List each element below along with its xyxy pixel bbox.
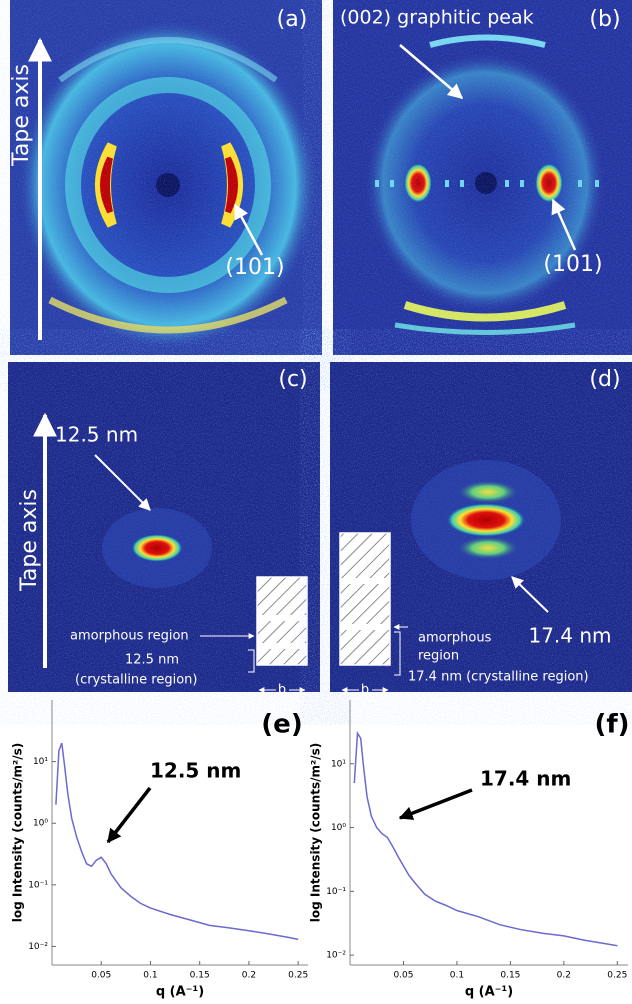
noise — [333, 0, 632, 355]
panel-label: (d) — [589, 367, 620, 392]
panel-label: (e) — [261, 710, 302, 740]
amorphous-label-2: region — [418, 649, 459, 664]
panel-label: (a) — [277, 7, 308, 32]
panel-label: (b) — [589, 7, 620, 32]
y-tick-label: 10⁻¹ — [28, 880, 48, 890]
y-axis-label: log Intensity (counts/m²/s) — [309, 743, 323, 923]
axis-label: Tape axis — [9, 64, 34, 167]
x-tick-label: 0.05 — [91, 971, 111, 981]
x-axis-label: q (A⁻¹) — [465, 985, 513, 1000]
arrow — [400, 790, 472, 818]
y-tick-label: 10⁻² — [326, 951, 346, 961]
spacing-label: 17.4 nm — [528, 624, 611, 648]
axis-label: Tape axis — [17, 489, 42, 592]
hot-spot — [446, 503, 526, 537]
x-tick-label: 0.15 — [500, 971, 520, 981]
width-label: b — [278, 683, 286, 698]
crystal-size: 12.5 nm — [125, 653, 179, 668]
x-tick-label: 0.1 — [143, 971, 157, 981]
y-tick-label: 10¹ — [331, 759, 346, 769]
line-chart: 10⁻² 10⁻¹ 10⁰ 10¹ 0.05 0.1 0.15 0.2 0.25 q (A⁻¹) l… — [309, 700, 629, 1000]
amorphous-band — [257, 643, 307, 649]
x-tick-label: 0.2 — [242, 971, 256, 981]
amorphous-label-1: amorphous — [418, 631, 492, 646]
amorphous-label: amorphous region — [70, 629, 189, 644]
panel-b: (b) (002) graphitic peak (101) — [333, 0, 632, 355]
lobe-top — [456, 480, 520, 504]
panel-d: (d) 17.4 nm amorphous region 17.4 nm (cr… — [330, 362, 632, 698]
peak-label: (101) — [225, 255, 284, 280]
y-tick-label: 10⁻² — [28, 942, 48, 952]
hot-spot — [131, 534, 183, 562]
top-label: (002) graphitic peak — [340, 7, 534, 29]
y-tick-label: 10⁰ — [33, 819, 48, 829]
annotation: 12.5 nm — [150, 759, 241, 783]
y-tick-label: 10⁰ — [331, 823, 346, 833]
x-tick-label: 0.15 — [190, 971, 210, 981]
x-tick-label: 0.05 — [393, 971, 413, 981]
y-axis-label: log Intensity (counts/m²/s) — [11, 743, 25, 923]
panel-label: (c) — [278, 367, 307, 392]
panel-a: Tape axis (a) (101) — [9, 0, 322, 355]
width-label: b — [361, 683, 369, 698]
crystal-label: 17.4 nm (crystalline region) — [408, 670, 589, 685]
y-tick-label: 10⁻¹ — [326, 887, 346, 897]
amorphous-band — [340, 624, 390, 630]
x-tick-label: 0.2 — [557, 971, 571, 981]
y-tick-label: 10¹ — [33, 757, 48, 767]
schematic — [340, 533, 390, 665]
x-tick-label: 0.1 — [450, 971, 464, 981]
panel-label: (f) — [594, 710, 629, 740]
x-axis-label: q (A⁻¹) — [156, 985, 204, 1000]
panel-f: (f) 17.4 nm — [400, 710, 630, 819]
figure: Tape axis (a) (101) (b) (002) graphitic … — [0, 0, 632, 1004]
peak-label: (101) — [543, 252, 602, 277]
x-tick-label: 0.25 — [607, 971, 627, 981]
data-line — [354, 733, 617, 946]
panel-e: (e) 12.5 nm — [108, 710, 303, 843]
amorphous-band — [257, 615, 307, 621]
panel-c: (c) Tape axis 12.5 nm amorphous region 1… — [8, 362, 320, 698]
spacing-label: 12.5 nm — [55, 423, 138, 447]
crystal-label: (crystalline region) — [75, 673, 197, 688]
line-chart: 10⁻² 10⁻¹ 10⁰ 10¹ 0.05 0.1 0.15 0.2 0.25 q (A⁻¹) l… — [11, 700, 309, 1000]
noise — [10, 0, 322, 355]
arrow — [108, 788, 150, 842]
annotation: 17.4 nm — [480, 767, 571, 791]
amorphous-band — [340, 578, 390, 584]
lobe-bottom — [456, 536, 520, 560]
x-tick-label: 0.25 — [288, 971, 308, 981]
